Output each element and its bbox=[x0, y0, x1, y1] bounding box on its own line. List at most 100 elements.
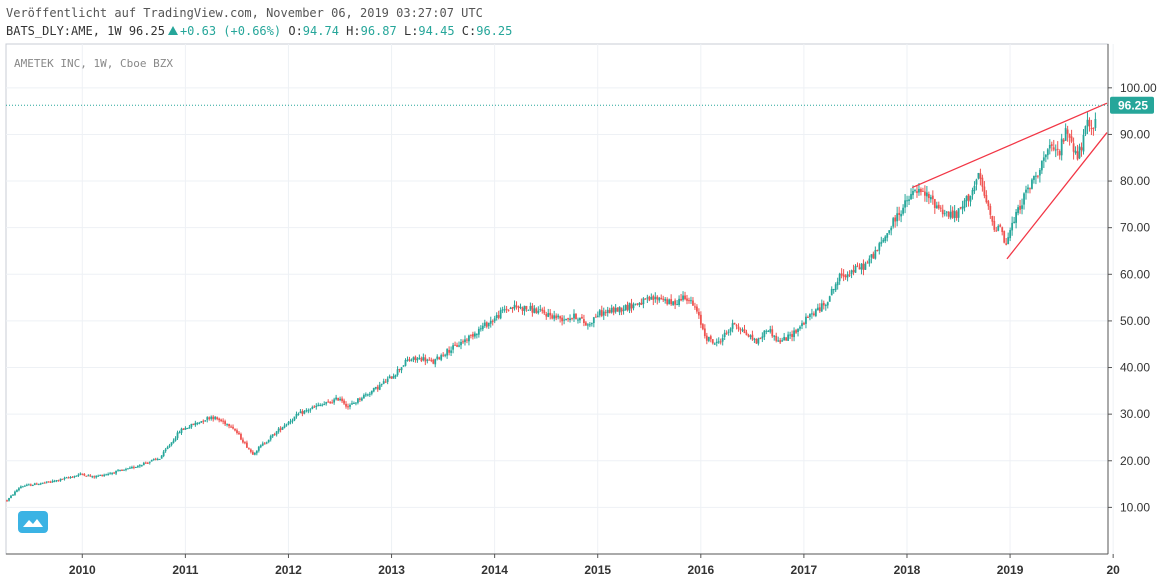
candle-body bbox=[1052, 147, 1055, 150]
candle-body bbox=[939, 207, 942, 209]
candle-body bbox=[555, 315, 558, 319]
candle-body bbox=[57, 480, 60, 482]
candle-body bbox=[529, 306, 532, 310]
y-tick-label: 60.00 bbox=[1120, 267, 1150, 281]
candle-body bbox=[1033, 175, 1035, 180]
candle-body bbox=[420, 358, 423, 361]
candle-body bbox=[73, 476, 76, 478]
candle-body bbox=[47, 481, 50, 483]
candle-body bbox=[386, 378, 389, 382]
candle-body bbox=[777, 340, 780, 342]
candle-body bbox=[499, 310, 502, 319]
candle-body bbox=[581, 316, 583, 319]
candle-body bbox=[870, 254, 873, 258]
candle-body bbox=[705, 335, 708, 341]
candle-body bbox=[331, 402, 334, 404]
candle-body bbox=[493, 318, 496, 322]
candle-body bbox=[678, 298, 680, 305]
candle-body bbox=[505, 308, 508, 310]
candle-body bbox=[951, 210, 954, 218]
candle-body bbox=[440, 355, 443, 360]
candle-body bbox=[763, 330, 766, 337]
candle-body bbox=[1076, 151, 1079, 160]
candle-body bbox=[422, 357, 425, 361]
candle-body bbox=[170, 442, 173, 445]
tradingview-logo-icon[interactable] bbox=[18, 511, 48, 533]
candle-body bbox=[638, 303, 641, 305]
candle-body bbox=[735, 325, 738, 327]
candle-body bbox=[273, 434, 276, 436]
candle-body bbox=[63, 477, 66, 480]
candle-body bbox=[39, 483, 42, 485]
candle-body bbox=[319, 405, 322, 407]
candle-body bbox=[860, 263, 863, 270]
candle-body bbox=[733, 322, 736, 325]
candle-body bbox=[472, 334, 474, 337]
candle-body bbox=[468, 335, 470, 342]
candle-body bbox=[826, 302, 829, 306]
candle-body bbox=[658, 297, 661, 301]
x-tick-label: 2010 bbox=[69, 563, 96, 577]
y-tick-label: 20.00 bbox=[1120, 454, 1150, 468]
candle-body bbox=[206, 417, 209, 420]
candle-body bbox=[105, 474, 108, 476]
triangle-up-icon bbox=[167, 26, 178, 35]
candle-body bbox=[751, 334, 754, 340]
candle-body bbox=[602, 311, 605, 316]
candle-body bbox=[682, 295, 684, 300]
candle-body bbox=[596, 315, 599, 318]
candle-body bbox=[864, 263, 867, 270]
candle-body bbox=[1011, 222, 1014, 231]
candle-body bbox=[404, 360, 407, 366]
candle-body bbox=[341, 398, 343, 402]
candle-body bbox=[464, 339, 466, 343]
candle-body bbox=[35, 483, 38, 485]
candle-body bbox=[291, 420, 294, 422]
candle-body bbox=[588, 324, 591, 326]
candle-body bbox=[357, 398, 359, 403]
candle-body bbox=[991, 215, 994, 222]
candle-body bbox=[549, 312, 552, 316]
candle-body bbox=[247, 448, 250, 450]
candle-body bbox=[828, 296, 831, 302]
candle-body bbox=[497, 315, 500, 318]
candle-body bbox=[473, 333, 476, 337]
candle-body bbox=[129, 467, 131, 469]
candle-body bbox=[842, 274, 845, 277]
candle-body bbox=[832, 289, 835, 291]
candle-body bbox=[539, 309, 542, 311]
candle-body bbox=[807, 316, 809, 318]
candle-body bbox=[125, 468, 127, 470]
candle-body bbox=[801, 323, 803, 327]
candle-body bbox=[448, 349, 451, 353]
candle-body bbox=[275, 431, 278, 435]
candle-body bbox=[636, 303, 639, 305]
candle-body bbox=[920, 189, 922, 193]
candle-body bbox=[374, 386, 377, 389]
candle-body bbox=[85, 475, 88, 477]
candle-body bbox=[134, 467, 137, 469]
candle-body bbox=[569, 318, 571, 321]
candle-body bbox=[648, 296, 651, 301]
candle-body bbox=[592, 317, 595, 324]
candle-body bbox=[703, 328, 706, 337]
candle-body bbox=[912, 190, 914, 196]
candle-body bbox=[618, 306, 621, 313]
candle-body bbox=[131, 467, 133, 469]
candle-body bbox=[676, 304, 678, 306]
candle-body bbox=[200, 421, 203, 423]
candle-body bbox=[759, 337, 762, 340]
candle-body bbox=[6, 500, 8, 502]
candle-body bbox=[81, 473, 84, 475]
candle-body bbox=[977, 172, 980, 179]
y-tick-label: 70.00 bbox=[1120, 221, 1150, 235]
candle-body bbox=[456, 345, 458, 347]
candle-body bbox=[898, 212, 901, 215]
candle-body bbox=[515, 305, 518, 307]
candle-body bbox=[119, 470, 121, 472]
candle-body bbox=[894, 217, 897, 222]
candle-body bbox=[259, 445, 262, 448]
candle-body bbox=[301, 411, 304, 414]
open-value: 94.74 bbox=[302, 24, 339, 38]
